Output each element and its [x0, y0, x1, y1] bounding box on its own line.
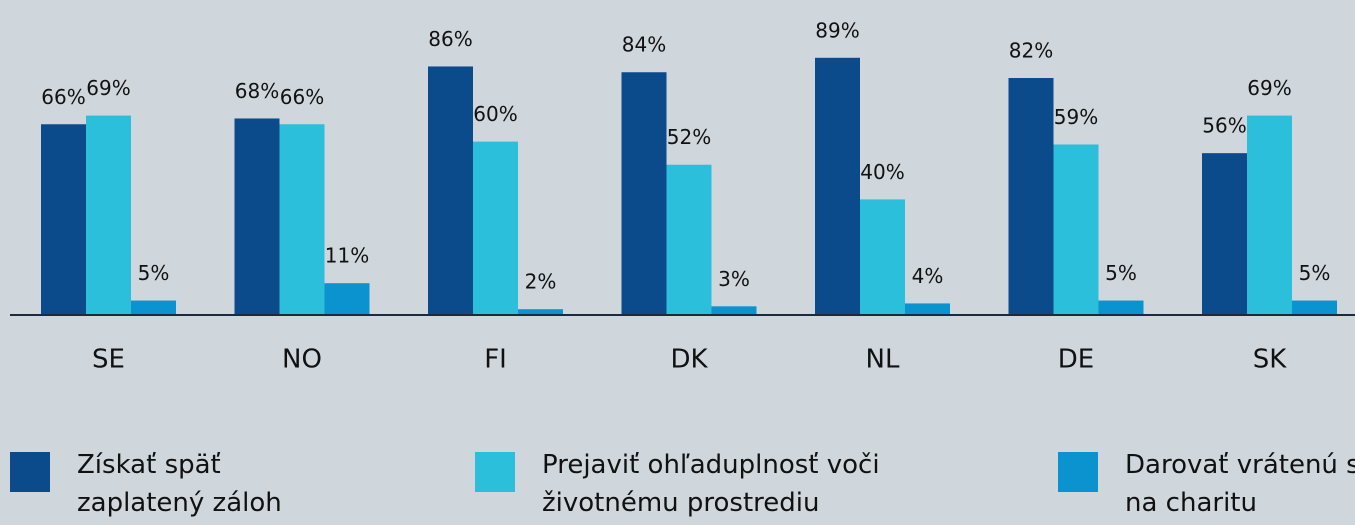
bar: [428, 66, 473, 316]
value-label: 2%: [525, 270, 557, 294]
bar: [621, 72, 667, 316]
value-label: 89%: [815, 18, 859, 42]
value-label: 60%: [473, 102, 517, 126]
legend-swatch: [1058, 452, 1098, 492]
legend-label: Darovať vrátenú sumu na charitu: [1125, 450, 1355, 518]
x-tick-label: FI: [484, 345, 507, 375]
value-label: 82%: [1009, 39, 1053, 63]
value-label: 4%: [912, 264, 944, 288]
bar: [815, 57, 860, 315]
value-label: 11%: [325, 244, 369, 268]
value-label: 56%: [1202, 114, 1246, 138]
bar: [1292, 300, 1337, 315]
value-label: 68%: [235, 79, 279, 103]
bar: [860, 199, 905, 315]
value-label: 84%: [622, 33, 666, 57]
bar: [1008, 78, 1054, 316]
x-tick-label: NO: [282, 345, 322, 375]
bar: [1098, 300, 1144, 315]
legend-label: Prejaviť ohľaduplnosť voči životnému pro…: [542, 450, 880, 518]
bar: [1247, 115, 1292, 315]
x-tick-label: NL: [866, 345, 900, 375]
bar: [1202, 153, 1247, 315]
bar: [518, 309, 563, 315]
x-tick-label: DE: [1058, 345, 1094, 375]
bar: [324, 283, 370, 315]
value-label: 40%: [860, 160, 904, 184]
bar: [279, 124, 325, 315]
bar: [666, 164, 712, 315]
x-tick-label: SE: [92, 345, 125, 375]
value-label: 59%: [1054, 105, 1098, 129]
bar: [1053, 144, 1099, 315]
bar: [905, 303, 950, 315]
bar: [86, 115, 131, 315]
bar: [473, 141, 518, 315]
value-label: 52%: [667, 125, 711, 149]
value-label: 5%: [138, 261, 170, 285]
x-tick-label: DK: [670, 345, 708, 375]
value-label: 69%: [1247, 76, 1291, 100]
legend-item: Darovať vrátenú sumu na charitu: [1058, 446, 1355, 522]
bar: [234, 118, 280, 315]
value-label: 69%: [86, 76, 130, 100]
value-label: 3%: [718, 267, 750, 291]
value-label: 86%: [428, 27, 472, 51]
bar: [131, 300, 176, 315]
value-label: 5%: [1105, 261, 1137, 285]
x-tick-label: SK: [1253, 345, 1288, 375]
legend-item: Získať späť zaplatený záloh: [10, 446, 307, 522]
legend-swatch: [10, 452, 50, 492]
legend-item: Prejaviť ohľaduplnosť voči životnému pro…: [475, 446, 972, 522]
value-label: 66%: [41, 85, 85, 109]
value-label: 5%: [1299, 261, 1331, 285]
bar: [41, 124, 86, 315]
legend-label: Získať späť zaplatený záloh: [77, 450, 282, 518]
value-label: 66%: [280, 85, 324, 109]
bar: [711, 306, 757, 315]
legend-swatch: [475, 452, 515, 492]
